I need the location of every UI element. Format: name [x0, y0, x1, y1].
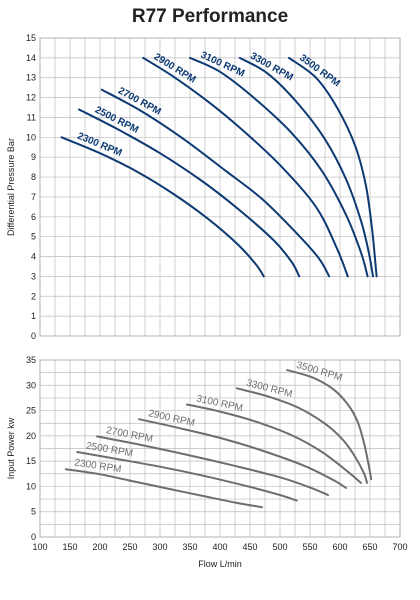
pressure-ytick-label: 8: [31, 172, 36, 182]
power-xtick-label: 350: [182, 542, 197, 552]
pressure-ytick-label: 13: [26, 73, 36, 83]
power-xtick-label: 200: [92, 542, 107, 552]
power-ytick-label: 35: [26, 355, 36, 365]
power-ytick-label: 15: [26, 456, 36, 466]
pressure-series-line: [142, 56, 349, 278]
pressure-ytick-label: 4: [31, 252, 36, 262]
power-series-line: [96, 435, 329, 496]
power-xtick-label: 600: [332, 542, 347, 552]
power-series-line: [76, 451, 298, 502]
power-ytick-label: 20: [26, 431, 36, 441]
power-chart: 0 5 10 15 20 25 30 35 100 150 200 250 300 350 400 450 50…: [6, 355, 408, 569]
power-ytick-label: 30: [26, 380, 36, 390]
pressure-ytick-label: 1: [31, 311, 36, 321]
power-xlabel: Flow L/min: [198, 559, 242, 569]
pressure-ytick-label: 9: [31, 152, 36, 162]
power-xtick-label: 250: [122, 542, 137, 552]
pressure-ytick-label: 10: [26, 132, 36, 142]
power-series-line: [286, 369, 373, 481]
power-xtick-label: 300: [152, 542, 167, 552]
pressure-ytick-label: 3: [31, 271, 36, 281]
pressure-ytick-label: 5: [31, 232, 36, 242]
pressure-ytick-label: 0: [31, 331, 36, 341]
power-ylabel: Input Power kw: [6, 417, 16, 479]
power-series-line: [186, 403, 362, 484]
power-ytick-label: 5: [31, 507, 36, 517]
pressure-series-line: [238, 56, 374, 278]
pressure-series-line: [60, 136, 265, 278]
power-ytick-label: 10: [26, 481, 36, 491]
chart-title: R77 Performance: [131, 6, 289, 27]
power-xtick-label: 500: [272, 542, 287, 552]
pressure-ytick-label: 6: [31, 212, 36, 222]
power-xtick-label: 100: [32, 542, 47, 552]
power-xtick-label: 400: [212, 542, 227, 552]
power-xtick-label: 150: [62, 542, 77, 552]
pressure-series-line: [189, 56, 369, 278]
power-series-line: [138, 418, 347, 489]
pressure-ytick-label: 2: [31, 291, 36, 301]
pressure-ytick-label: 11: [27, 112, 36, 122]
pressure-series-line: [100, 88, 331, 278]
pressure-ylabel: Differential Pressure Bar: [6, 138, 16, 236]
power-xtick-label: 550: [302, 542, 317, 552]
power-series-line: [64, 468, 263, 509]
power-xtick-label: 450: [242, 542, 257, 552]
pressure-series-line: [78, 108, 301, 278]
pressure-ytick-label: 15: [26, 33, 36, 43]
power-ytick-label: 25: [26, 406, 36, 416]
power-xtick-label: 700: [392, 542, 407, 552]
pressure-ytick-label: 7: [31, 192, 36, 202]
pressure-ytick-label: 14: [26, 53, 36, 63]
power-xtick-label: 650: [362, 542, 377, 552]
power-ytick-label: 0: [31, 532, 36, 542]
power-series-line: [235, 387, 368, 484]
pressure-series-line: [288, 56, 378, 278]
pressure-ytick-label: 12: [26, 93, 36, 103]
